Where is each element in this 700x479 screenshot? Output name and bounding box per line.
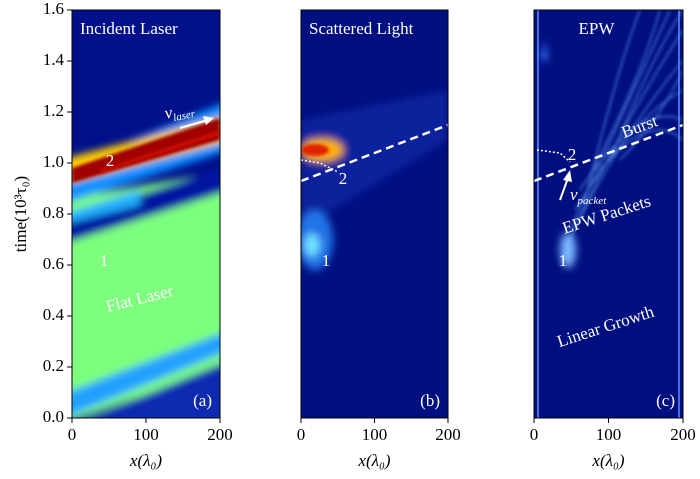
velocity-symbol: v — [570, 185, 578, 204]
heatmap-a — [72, 10, 220, 418]
annotation: 1 — [100, 251, 109, 270]
x-tick-label: 100 — [362, 425, 388, 444]
annotation: 2 — [106, 151, 115, 170]
x-tick-label: 100 — [596, 425, 622, 444]
heatmap-b — [301, 10, 448, 418]
x-tick-label: 200 — [435, 425, 461, 444]
velocity-symbol: v — [163, 102, 175, 122]
y-tick-label: 1.0 — [43, 152, 64, 171]
y-tick-label: 0.6 — [43, 254, 64, 273]
panel-label: (a) — [193, 391, 212, 410]
y-tick-label: 1.2 — [43, 101, 64, 120]
y-tick-label: 0.2 — [43, 356, 64, 375]
annotation: 2 — [568, 145, 577, 164]
arrow-packet — [559, 170, 572, 201]
dashed-line — [300, 123, 449, 183]
y-tick-label: 1.6 — [43, 0, 64, 18]
x-tick-label: 200 — [207, 425, 233, 444]
velocity-subscript: laser — [172, 107, 197, 123]
panel-label: (b) — [420, 391, 440, 410]
velocity-label: vlaser — [163, 98, 197, 125]
velocity-subscript: packet — [577, 195, 608, 207]
x-tick-label: 100 — [133, 425, 159, 444]
arrow-laser — [179, 116, 214, 129]
annotation: 2 — [339, 169, 348, 188]
dotted-line — [536, 149, 571, 163]
x-axis-label: x(λ₀) — [357, 451, 390, 470]
x-tick-label: 0 — [530, 425, 539, 444]
heatmap-c — [534, 10, 683, 418]
x-axis-label: x(λ₀) — [129, 451, 162, 470]
panel-label: (c) — [656, 391, 675, 410]
annotation: 1 — [322, 251, 331, 270]
x-axis-label: x(λ₀) — [591, 451, 624, 470]
x-tick-label: 0 — [68, 425, 77, 444]
x-tick-label: 200 — [670, 425, 696, 444]
velocity-label: vpacket — [570, 185, 607, 207]
y-tick-label: 0.8 — [43, 203, 64, 222]
x-tick-label: 0 — [297, 425, 306, 444]
dashed-line — [533, 123, 684, 183]
panel-title: Scattered Light — [309, 19, 414, 38]
y-tick-label: 0.0 — [43, 407, 64, 426]
panel-title: Incident Laser — [80, 19, 178, 38]
y-tick-label: 1.4 — [43, 50, 65, 69]
annotation: 1 — [559, 251, 568, 270]
dotted-line — [300, 159, 339, 173]
y-axis-label: time(10³τ₀) — [11, 176, 30, 252]
y-tick-label: 0.4 — [43, 305, 65, 324]
panel-title: EPW — [579, 19, 616, 38]
